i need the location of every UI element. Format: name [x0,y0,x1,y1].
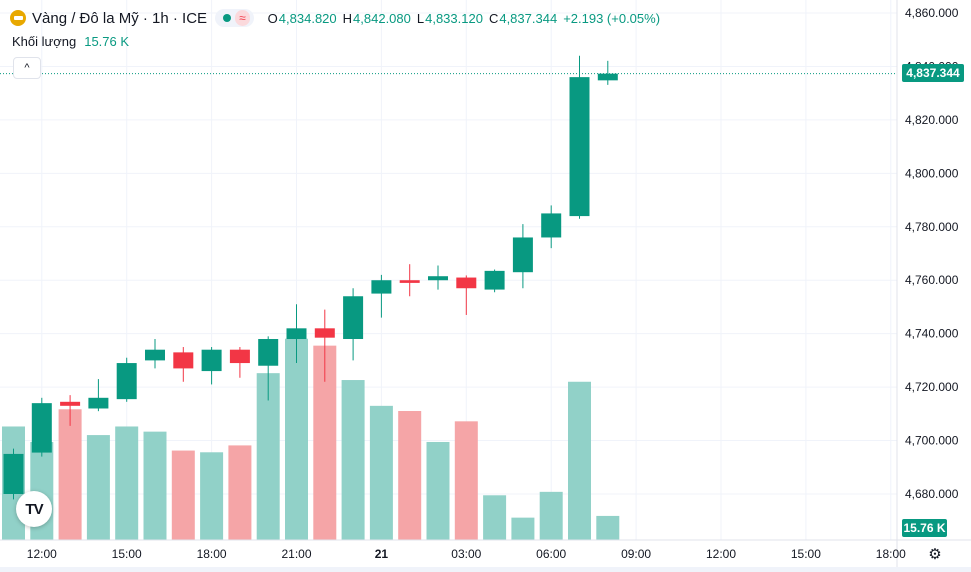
logo-text: TV [25,500,43,518]
volume-bar [171,450,195,540]
x-tick-label: 03:00 [451,547,481,561]
candle-body [484,270,505,290]
volume-bar [115,426,139,540]
volume-bar [511,517,535,540]
candle-body [60,401,81,406]
chevron-up-icon: ^ [24,62,30,74]
candle-body [343,296,364,340]
market-open-icon [223,14,232,22]
x-tick-label: 21 [375,547,389,561]
candle-body [31,403,52,453]
volume-bar [285,338,308,540]
y-tick-label: 4,820.000 [905,113,959,127]
x-tick-label: 18:00 [197,547,227,561]
volume-bar [143,431,167,540]
x-tick-label: 18:00 [876,547,906,561]
close-value: 4,837.344 [499,10,558,26]
last-volume-badge: 15.76 K [902,519,947,537]
y-tick-label: 4,760.000 [905,273,959,287]
x-tick-label: 06:00 [536,547,566,561]
volume-value: 15.76 K [84,34,130,49]
volume-bar [426,441,450,540]
volume-bar [228,445,252,540]
candle-body [229,349,250,364]
volume-legend: Khối lượng 15.76 K [12,34,129,49]
candle-body [258,339,279,366]
open-label: O [267,10,278,26]
volume-bar [256,373,280,540]
candle-body [88,397,109,409]
candle-body [399,280,420,283]
volume-bar [58,409,82,540]
x-tick-label: 12:00 [706,547,736,561]
x-tick-label: 21:00 [281,547,311,561]
x-tick-label: 09:00 [621,547,651,561]
candle-body [314,328,335,338]
open-value: 4,834.820 [278,10,337,26]
volume-bar [200,452,224,540]
candle-body [456,277,477,289]
volume-bar [539,491,563,540]
volume-bar [596,515,620,540]
candle-body [569,77,590,217]
candle-body [428,276,448,281]
low-label: L [416,10,425,26]
volume-bar [483,495,507,540]
volume-bar [313,345,337,540]
candle-body [116,363,137,400]
candle-body [201,349,222,372]
candle-body [286,328,307,340]
volume-bar [86,435,110,540]
y-tick-label: 4,680.000 [905,487,959,501]
low-value: 4,833.120 [425,10,483,26]
bottom-strip [0,567,971,572]
volume-bar [341,380,365,540]
y-tick-label: 4,800.000 [905,166,959,180]
candle-body [597,73,618,81]
x-tick-label: 12:00 [27,547,57,561]
candle-body [173,352,194,369]
candle-body [145,349,165,361]
x-tick-label: 15:00 [112,547,142,561]
volume-bar [568,381,591,540]
high-value: 4,842.080 [353,10,411,26]
status-indicators[interactable]: ≈ [215,9,254,27]
candle-body [512,237,533,273]
volume-bar [369,405,393,540]
gold-bar-icon [10,10,26,26]
y-tick-label: 4,860.000 [905,6,959,20]
y-tick-label: 4,700.000 [905,434,959,448]
candle-body [371,280,392,294]
close-label: C [488,10,499,26]
collapse-legend-button[interactable]: ^ [13,57,41,79]
x-tick-label: 15:00 [791,547,821,561]
y-tick-label: 4,780.000 [905,220,959,234]
tradingview-logo[interactable]: TV [16,491,52,527]
candle-body [3,453,24,494]
volume-bar [454,421,478,540]
symbol-title[interactable]: Vàng / Đô la Mỹ · 1h · ICE [32,9,208,27]
gear-icon[interactable]: ⚙ [928,546,942,563]
change-value: +2.193 (+0.05%) [563,10,661,26]
high-label: H [342,10,353,26]
volume-label[interactable]: Khối lượng [12,34,77,49]
y-tick-label: 4,720.000 [905,380,959,394]
last-price-badge: 4,837.344 [902,64,964,82]
y-tick-label: 4,740.000 [905,327,959,341]
candle-body [541,213,562,238]
symbol-legend: Vàng / Đô la Mỹ · 1h · ICE ≈ O 4,834.820 … [10,8,660,28]
wave-icon: ≈ [235,10,250,26]
volume-bar [398,411,422,540]
ohlc-values: O 4,834.820 H 4,842.080 L 4,833.120 C 4,837.… [262,11,660,26]
